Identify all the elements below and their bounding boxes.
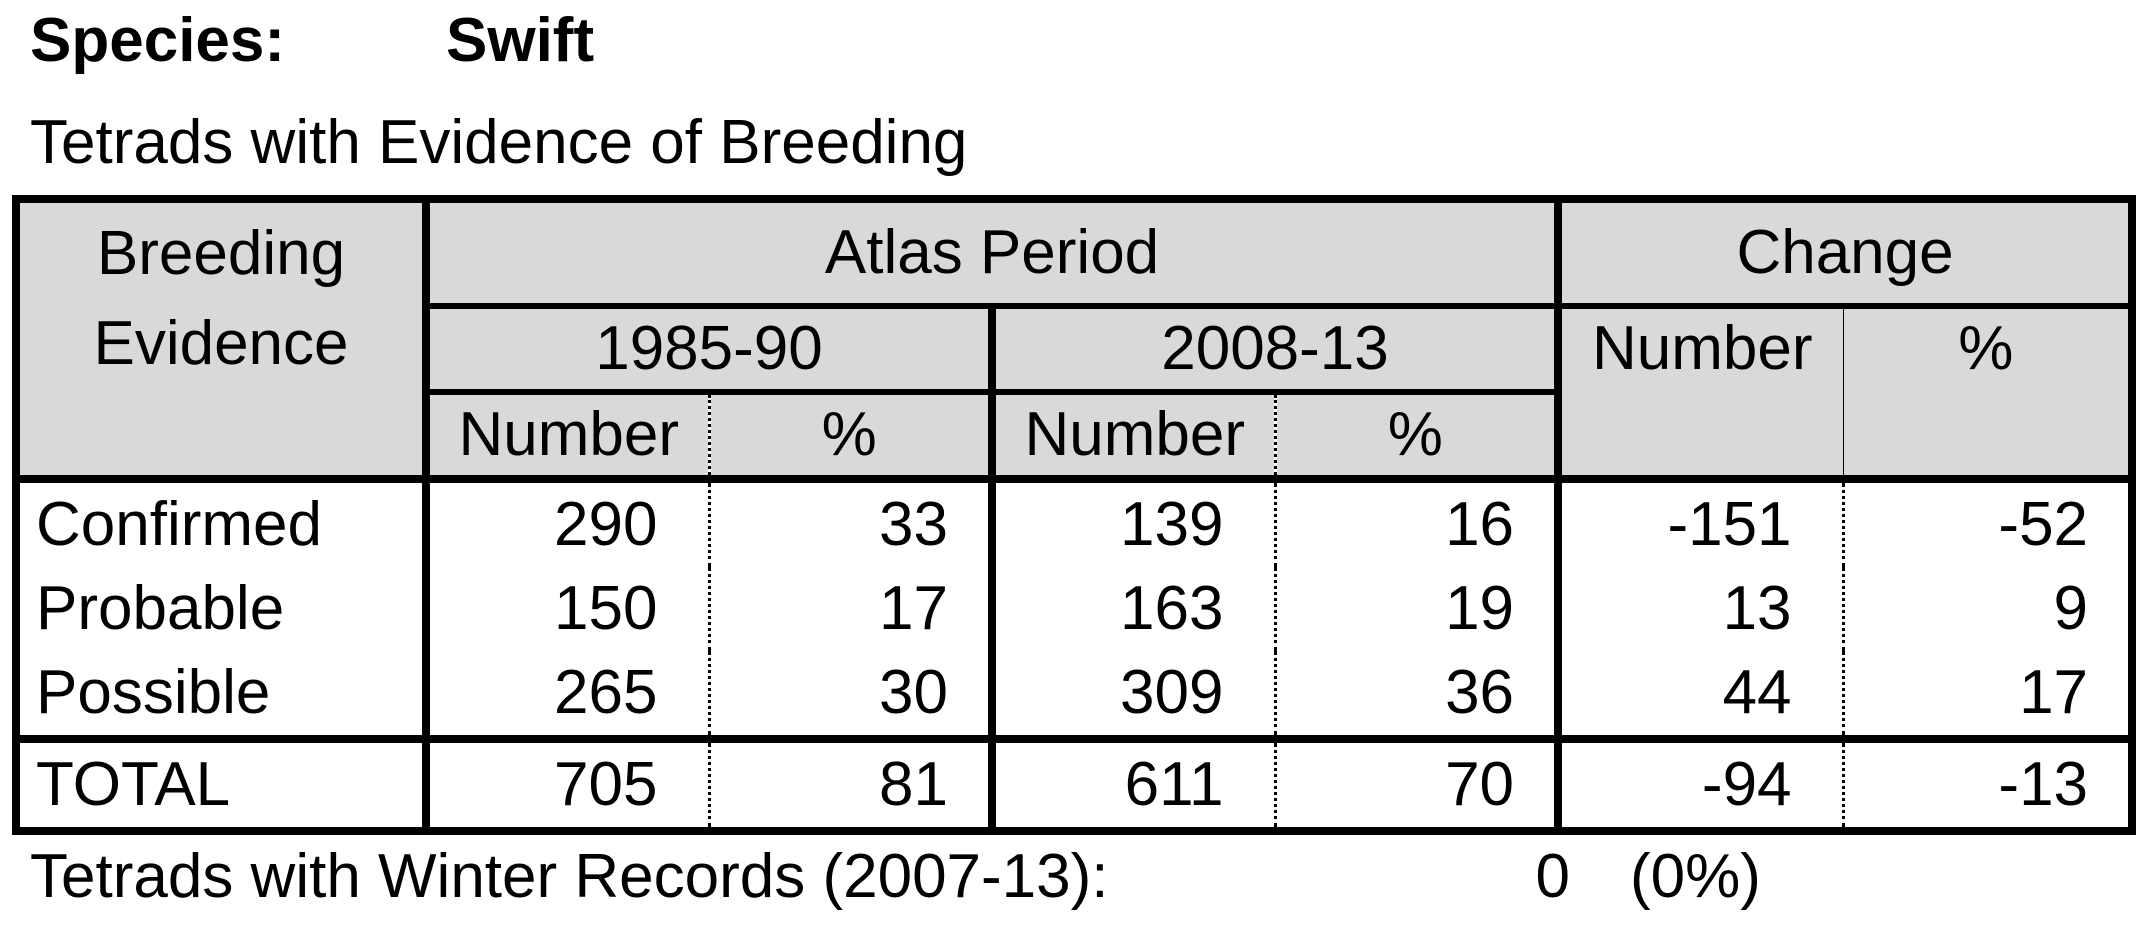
b-number-cell: 163 [992, 567, 1277, 651]
breeding-evidence-table: Breeding Evidence Atlas Period Change 19… [12, 195, 2137, 835]
change-header: Change [1558, 199, 2133, 309]
table-row: Confirmed 290 33 139 16 -151 -52 [16, 479, 2132, 567]
breeding-evidence-header: Breeding Evidence [16, 199, 430, 483]
winter-records-count: 0 [1535, 842, 1570, 911]
b-percent-header: % [1275, 392, 1563, 483]
b-number-cell: 309 [992, 651, 1277, 739]
b-percent-cell: 16 [1275, 479, 1563, 567]
b-percent-cell: 36 [1275, 651, 1563, 739]
period-1985-90-header: 1985-90 [426, 306, 996, 395]
row-label: Confirmed [16, 479, 430, 567]
total-change-number: -94 [1558, 735, 1845, 831]
a-percent-cell: 30 [709, 651, 996, 739]
change-number-cell: 13 [1558, 567, 1845, 651]
breeding-header-line1: Breeding [96, 219, 346, 288]
b-number-header: Number [992, 392, 1277, 483]
a-number-cell: 150 [426, 567, 711, 651]
a-percent-cell: 17 [709, 567, 996, 651]
a-number-header: Number [426, 392, 711, 483]
a-number-cell: 265 [426, 651, 711, 739]
total-label: TOTAL [16, 735, 430, 831]
row-label: Possible [16, 651, 430, 739]
change-percent-cell: -52 [1998, 490, 2089, 559]
b-percent-cell: 19 [1275, 567, 1563, 651]
a-number-cell: 290 [426, 479, 711, 567]
change-number-cell: 44 [1558, 651, 1845, 739]
atlas-period-header: Atlas Period [426, 199, 1563, 309]
species-name: Swift [446, 6, 595, 75]
winter-records-row: Tetrads with Winter Records (2007-13): 0… [30, 842, 2130, 912]
table-row: Possible 265 30 309 36 44 17 [16, 651, 2132, 739]
total-row: TOTAL 705 81 611 70 -94 -13 [16, 735, 2133, 831]
change-percent-header: % [1843, 306, 2133, 483]
change-number-cell: -151 [1558, 479, 1845, 567]
b-number-cell: 139 [992, 479, 1277, 567]
a-percent-header: % [709, 392, 996, 483]
breeding-header-line2: Evidence [93, 309, 349, 378]
table-subtitle: Tetrads with Evidence of Breeding [30, 108, 968, 177]
species-label: Species: [30, 6, 286, 75]
winter-records-percent: (0%) [1630, 842, 1761, 911]
change-percent-cell: 17 [2019, 658, 2089, 727]
total-a-number: 705 [426, 735, 711, 831]
total-b-number: 611 [992, 735, 1277, 831]
period-2008-13-header: 2008-13 [992, 306, 1563, 395]
row-label: Probable [16, 567, 430, 651]
total-change-percent: -13 [1843, 735, 2133, 831]
table-row: Probable 150 17 163 19 13 9 [16, 567, 2132, 651]
total-b-percent: 70 [1275, 735, 1563, 831]
change-number-header: Number [1558, 306, 1844, 483]
winter-records-label: Tetrads with Winter Records (2007-13): [30, 842, 1109, 911]
a-percent-cell: 33 [709, 479, 996, 567]
change-percent-cell: 9 [2053, 574, 2089, 643]
total-a-percent: 81 [709, 735, 996, 831]
